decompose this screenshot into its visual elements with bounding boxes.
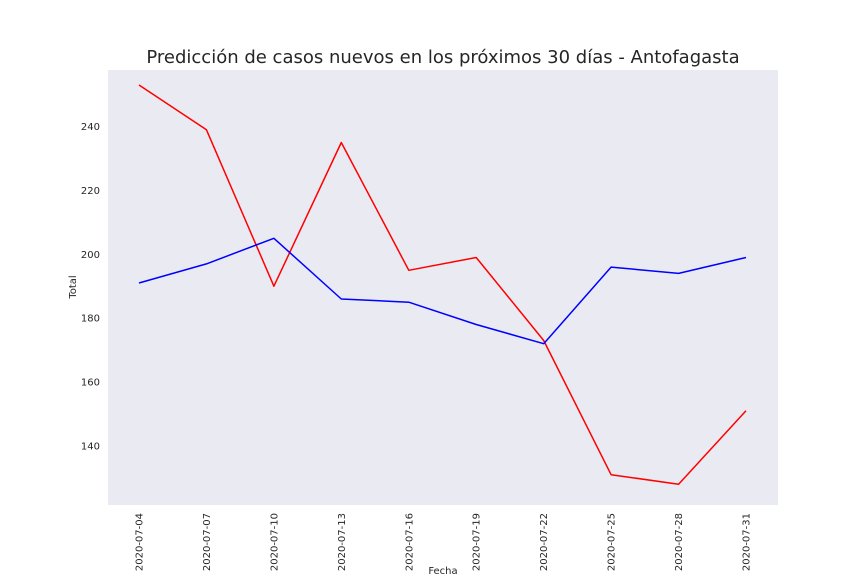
plot-area (108, 70, 778, 505)
x-tick-label: 2020-07-13 (337, 513, 348, 571)
series-line-2 (138, 237, 747, 345)
x-tick-label: 2020-07-28 (674, 513, 685, 571)
y-axis: 140 160 180 200 220 240 (81, 122, 100, 452)
y-axis-label: Total (68, 275, 79, 299)
x-tick-label: 2020-07-07 (202, 513, 213, 571)
x-tick-label: 2020-07-16 (404, 513, 415, 571)
x-tick-label: 2020-07-31 (742, 513, 753, 571)
y-tick-label: 240 (81, 122, 100, 133)
x-tick-label: 2020-07-10 (269, 513, 280, 571)
x-axis-label: Fecha (428, 566, 457, 576)
x-tick-label: 2020-07-04 (135, 513, 146, 571)
x-tick-label: 2020-07-22 (539, 513, 550, 571)
y-tick-label: 140 (81, 441, 100, 452)
series-line-1 (138, 84, 747, 485)
y-tick-label: 220 (81, 186, 100, 197)
x-tick-label: 2020-07-25 (607, 513, 618, 571)
y-tick-label: 180 (81, 314, 100, 325)
x-tick-label: 2020-07-19 (472, 513, 483, 571)
y-tick-label: 160 (81, 378, 100, 389)
x-axis: 2020-07-04 2020-07-07 2020-07-10 2020-07-13… (135, 513, 753, 571)
series-lines (138, 84, 747, 485)
chart-title: Predicción de casos nuevos en los próxim… (146, 47, 739, 68)
y-tick-label: 200 (81, 250, 100, 261)
